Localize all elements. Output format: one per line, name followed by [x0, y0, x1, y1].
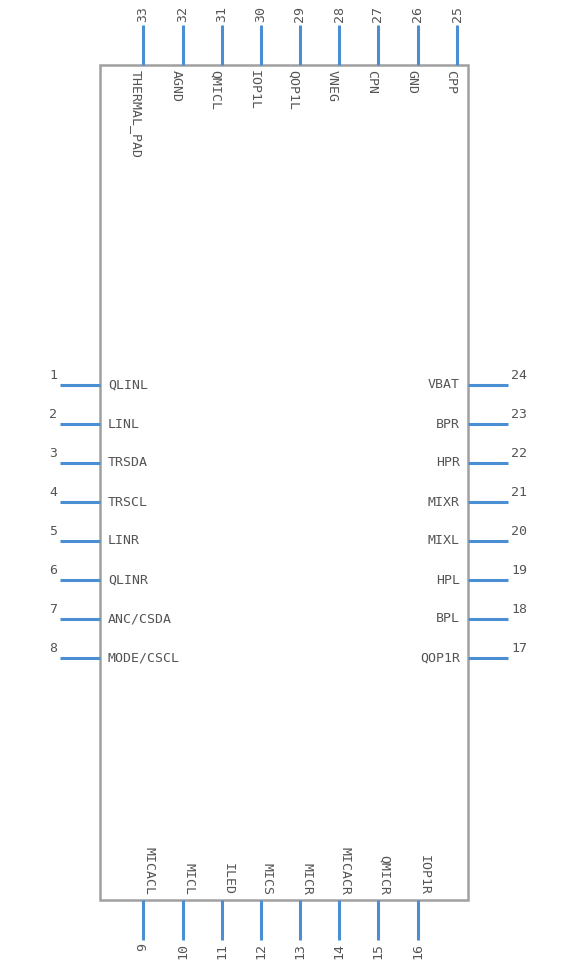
Text: MIXR: MIXR: [428, 496, 460, 508]
Text: 3: 3: [49, 447, 57, 460]
Text: 2: 2: [49, 408, 57, 421]
Text: MICS: MICS: [261, 863, 274, 895]
Text: 5: 5: [49, 525, 57, 538]
Text: BPR: BPR: [436, 417, 460, 431]
Text: BPL: BPL: [436, 613, 460, 625]
Text: LINR: LINR: [108, 534, 140, 548]
Text: MICACR: MICACR: [339, 847, 352, 895]
Text: MODE/CSCL: MODE/CSCL: [108, 651, 180, 664]
Text: QLINL: QLINL: [108, 378, 148, 391]
Text: 9: 9: [136, 943, 149, 951]
Text: CPN: CPN: [365, 70, 378, 94]
Text: MICR: MICR: [300, 863, 313, 895]
Text: QOP1R: QOP1R: [420, 651, 460, 664]
Text: 4: 4: [49, 486, 57, 499]
Text: LINL: LINL: [108, 417, 140, 431]
Text: 8: 8: [49, 642, 57, 655]
Text: MICL: MICL: [183, 863, 196, 895]
Text: 22: 22: [511, 447, 527, 460]
Text: 1: 1: [49, 369, 57, 382]
Text: IOP1L: IOP1L: [248, 70, 261, 110]
Text: 32: 32: [177, 6, 190, 22]
Text: HPR: HPR: [436, 457, 460, 469]
Text: 17: 17: [511, 642, 527, 655]
Text: QOP1L: QOP1L: [287, 70, 300, 110]
Text: 25: 25: [450, 6, 463, 22]
Text: QLINR: QLINR: [108, 573, 148, 587]
Text: CPP: CPP: [444, 70, 457, 94]
Text: VNEG: VNEG: [326, 70, 339, 102]
Text: 24: 24: [511, 369, 527, 382]
Text: VBAT: VBAT: [428, 378, 460, 391]
Text: THERMAL_PAD: THERMAL_PAD: [130, 70, 143, 158]
Text: 18: 18: [511, 603, 527, 616]
Bar: [100, 65, 468, 900]
Text: 6: 6: [49, 564, 57, 577]
Text: 11: 11: [215, 943, 228, 959]
Text: 14: 14: [332, 943, 345, 959]
Text: GND: GND: [405, 70, 418, 94]
Text: MIXL: MIXL: [428, 534, 460, 548]
Text: QMICL: QMICL: [209, 70, 222, 110]
Text: 21: 21: [511, 486, 527, 499]
Text: 27: 27: [371, 6, 385, 22]
Text: 10: 10: [177, 943, 190, 959]
Text: 29: 29: [294, 6, 307, 22]
Text: 23: 23: [511, 408, 527, 421]
Text: AGND: AGND: [170, 70, 183, 102]
Text: ILED: ILED: [222, 863, 235, 895]
Text: 26: 26: [411, 6, 424, 22]
Text: ANC/CSDA: ANC/CSDA: [108, 613, 172, 625]
Text: 19: 19: [511, 564, 527, 577]
Text: QMICR: QMICR: [378, 855, 391, 895]
Text: 31: 31: [215, 6, 228, 22]
Text: 13: 13: [294, 943, 307, 959]
Text: 20: 20: [511, 525, 527, 538]
Text: 15: 15: [371, 943, 385, 959]
Text: TRSCL: TRSCL: [108, 496, 148, 508]
Text: 28: 28: [332, 6, 345, 22]
Text: 30: 30: [254, 6, 268, 22]
Text: MICACL: MICACL: [143, 847, 156, 895]
Text: 16: 16: [411, 943, 424, 959]
Text: HPL: HPL: [436, 573, 460, 587]
Text: 7: 7: [49, 603, 57, 616]
Text: IOP1R: IOP1R: [418, 855, 431, 895]
Text: 12: 12: [254, 943, 268, 959]
Text: TRSDA: TRSDA: [108, 457, 148, 469]
Text: 33: 33: [136, 6, 149, 22]
